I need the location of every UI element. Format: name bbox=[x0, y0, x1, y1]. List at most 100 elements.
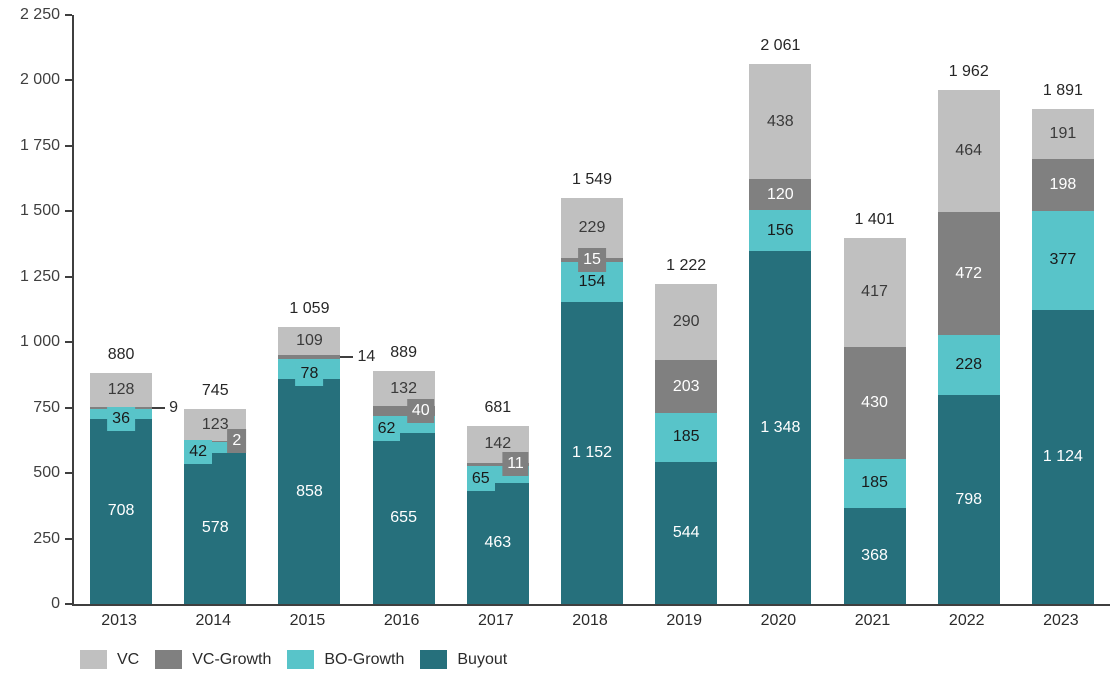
bar-segment-bo-growth: 156 bbox=[749, 210, 812, 252]
segment-value-callout: 14 bbox=[357, 348, 376, 366]
bar-segment-buyout: 1 152 bbox=[561, 302, 623, 604]
segment-value-box: 11 bbox=[502, 452, 529, 477]
y-axis-tick-label: 1 750 bbox=[19, 136, 60, 154]
x-axis-category-label: 2019 bbox=[666, 612, 702, 629]
bar-segment-buyout: 858 bbox=[278, 379, 341, 604]
segment-value-label: 655 bbox=[390, 509, 417, 527]
x-axis-category-label: 2022 bbox=[948, 612, 985, 629]
bar-segment-bo-growth: 154 bbox=[561, 262, 623, 303]
legend-item-vc-growth: VC-Growth bbox=[155, 650, 271, 669]
bar-total-label: 1 962 bbox=[948, 63, 989, 81]
segment-value-label: 417 bbox=[861, 283, 888, 301]
segment-value-label: 229 bbox=[578, 219, 606, 237]
y-axis-tick bbox=[65, 275, 72, 278]
segment-value-label: 191 bbox=[1049, 125, 1077, 143]
bar-segment-vc-growth: 472 bbox=[937, 211, 1000, 336]
segment-value-box: 78 bbox=[295, 362, 324, 387]
segment-value-label: 228 bbox=[955, 356, 983, 374]
bar-segment-bo-growth: 377 bbox=[1031, 211, 1094, 310]
bar-segment-vc-growth bbox=[184, 441, 247, 442]
bar-segment-bo-growth: 185 bbox=[655, 413, 718, 462]
x-axis-category-label: 2018 bbox=[572, 612, 608, 629]
segment-value-label: 290 bbox=[672, 313, 700, 331]
x-axis-category-label: 2023 bbox=[1043, 612, 1079, 629]
y-axis-tick-label: 1 250 bbox=[19, 267, 60, 285]
bar-segment-vc: 464 bbox=[937, 90, 1000, 212]
y-axis-tick bbox=[65, 603, 72, 605]
bar-segment-vc-growth bbox=[466, 462, 529, 466]
y-axis-tick-label: 250 bbox=[33, 529, 60, 547]
bar-segment-buyout: 368 bbox=[843, 507, 906, 604]
bar-total-label: 1 401 bbox=[854, 210, 895, 228]
legend-label: VC bbox=[117, 650, 140, 668]
bar-segment-vc-growth: 203 bbox=[655, 360, 718, 414]
segment-value-label: 472 bbox=[955, 264, 983, 282]
legend-label: VC-Growth bbox=[192, 650, 272, 668]
callout-line bbox=[340, 356, 354, 359]
segment-value-label: 185 bbox=[861, 474, 888, 492]
bar-total-label: 880 bbox=[107, 346, 135, 364]
bar-segment-buyout: 463 bbox=[466, 482, 529, 604]
bar-segment-vc-growth bbox=[278, 355, 341, 359]
y-axis-tick bbox=[65, 406, 72, 409]
legend: VC VC-Growth BO-Growth Buyout bbox=[80, 650, 507, 669]
bar-segment-vc: 417 bbox=[843, 237, 906, 347]
segment-value-box: 2 bbox=[227, 429, 247, 454]
segment-value-label: 798 bbox=[955, 490, 983, 508]
segment-value-label: 132 bbox=[390, 379, 417, 397]
y-axis-tick-label: 750 bbox=[33, 398, 60, 416]
callout-line bbox=[152, 407, 166, 410]
bar-total-label: 1 222 bbox=[666, 257, 707, 275]
legend-swatch bbox=[287, 650, 315, 669]
x-axis-category-label: 2016 bbox=[383, 612, 420, 629]
bar-segment-vc-growth bbox=[372, 405, 435, 417]
segment-value-label: 1 152 bbox=[571, 444, 613, 462]
bar-segment-vc: 191 bbox=[1031, 109, 1094, 160]
y-axis-tick bbox=[65, 341, 72, 344]
y-axis-tick bbox=[65, 537, 72, 540]
y-axis-tick-label: 1 000 bbox=[19, 333, 60, 351]
x-axis-category-label: 2015 bbox=[289, 612, 326, 629]
bar-segment-vc: 128 bbox=[90, 373, 153, 407]
legend-swatch bbox=[420, 650, 448, 669]
bar-total-label: 1 059 bbox=[289, 299, 330, 317]
bar-segment-buyout: 578 bbox=[184, 452, 247, 604]
bar-segment-vc: 438 bbox=[749, 64, 812, 179]
bar-total-label: 889 bbox=[390, 344, 417, 362]
x-axis-category-label: 2014 bbox=[195, 612, 232, 629]
y-axis-tick-label: 500 bbox=[33, 464, 60, 482]
legend-item-vc: VC bbox=[80, 650, 139, 669]
bar-segment-vc-growth: 120 bbox=[749, 178, 812, 211]
segment-value-label: 154 bbox=[578, 273, 606, 291]
segment-value-label: 123 bbox=[201, 416, 229, 434]
segment-value-label: 578 bbox=[201, 519, 229, 537]
bar-segment-vc-growth: 198 bbox=[1031, 159, 1094, 212]
legend-label: BO-Growth bbox=[324, 650, 405, 668]
y-axis-tick bbox=[65, 144, 72, 147]
segment-value-label: 368 bbox=[861, 546, 888, 564]
segment-value-label: 120 bbox=[767, 185, 794, 203]
bar-segment-buyout: 1 124 bbox=[1031, 309, 1094, 604]
segment-value-label: 438 bbox=[767, 112, 794, 130]
segment-value-label: 858 bbox=[296, 482, 323, 500]
legend-swatch bbox=[80, 650, 107, 669]
bar-total-label: 681 bbox=[484, 398, 512, 416]
plot-area: 0 250 500 750 1 000 1 250 1 500 1 750 2 000 2 250… bbox=[20, 6, 1110, 612]
x-axis-category-label: 2021 bbox=[854, 612, 891, 629]
bar-segment-buyout: 655 bbox=[372, 432, 435, 604]
x-axis: 2013 2014 2015 2016 2017 2018 2019 2020 2021 2022… bbox=[72, 612, 1108, 636]
segment-value-label: 142 bbox=[484, 435, 512, 453]
bar-total-label: 2 061 bbox=[760, 37, 801, 55]
segment-value-label: 128 bbox=[107, 381, 135, 399]
y-axis-tick-label: 0 bbox=[51, 595, 60, 612]
segment-value-box: 42 bbox=[184, 440, 213, 465]
bar-segment-vc-growth: 430 bbox=[843, 346, 906, 460]
segment-value-label: 464 bbox=[955, 142, 983, 160]
segment-value-label: 708 bbox=[107, 502, 135, 520]
segment-value-label: 377 bbox=[1049, 251, 1077, 269]
bar-segment-buyout: 798 bbox=[937, 395, 1000, 604]
segment-value-label: 1 348 bbox=[760, 418, 801, 436]
y-axis-tick bbox=[65, 210, 72, 213]
segment-value-box: 40 bbox=[406, 399, 435, 424]
